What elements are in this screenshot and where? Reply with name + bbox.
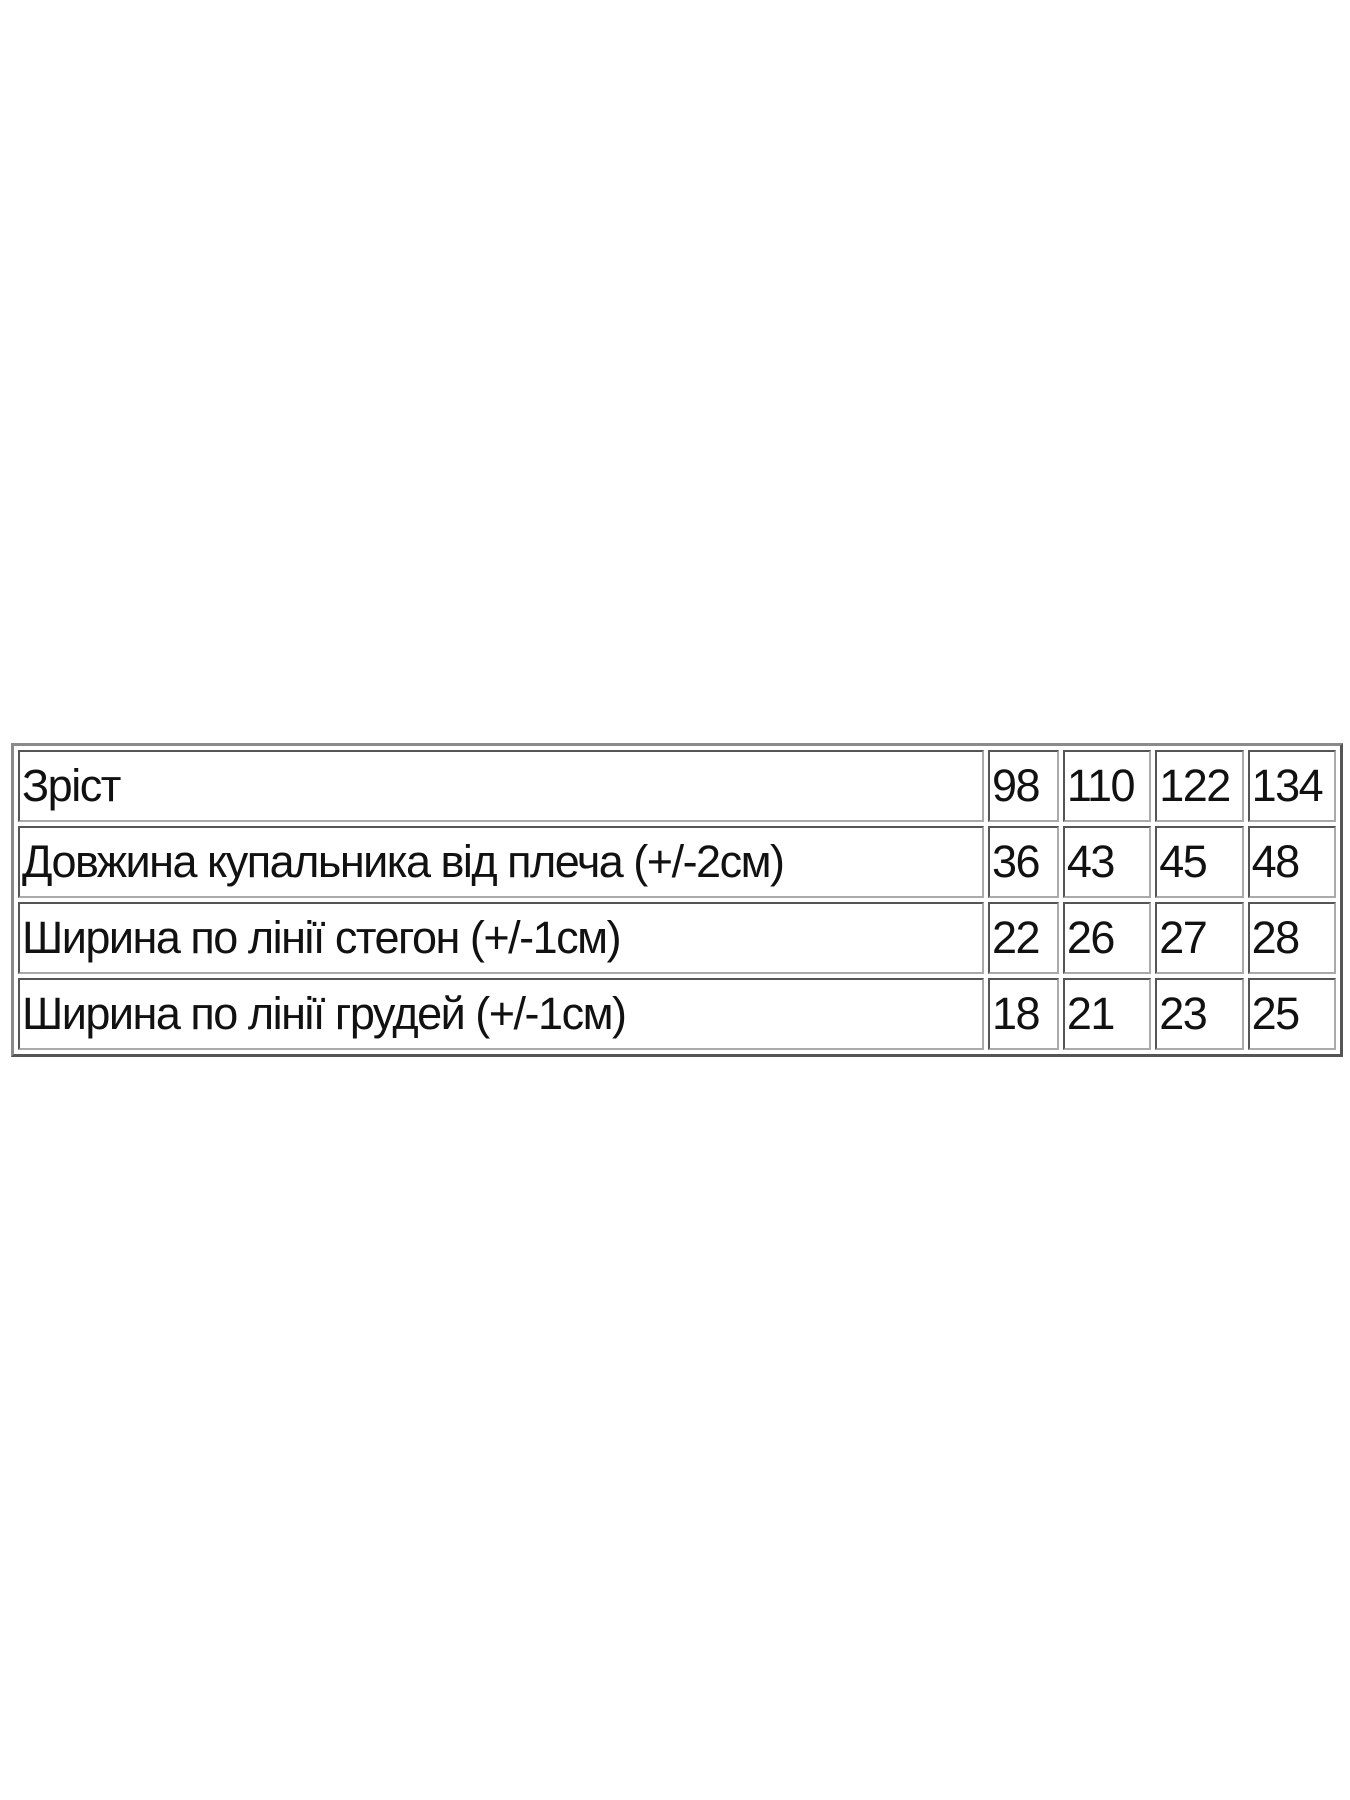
size-table: Зріст 98 110 122 134 Довжина купальника від п… [11, 743, 1343, 1057]
size-value-cell: 27 [1155, 902, 1244, 974]
table-row: Зріст 98 110 122 134 [18, 750, 1336, 822]
table-row: Ширина по лінії грудей (+/-1см) 18 21 23 25 [18, 978, 1336, 1050]
size-value-cell: 134 [1247, 750, 1336, 822]
size-value-cell: 21 [1062, 978, 1152, 1050]
size-value-cell: 43 [1062, 826, 1152, 898]
row-label: Ширина по лінії стегон (+/-1см) [18, 902, 984, 974]
size-value-cell: 45 [1155, 826, 1244, 898]
row-label: Ширина по лінії грудей (+/-1см) [18, 978, 984, 1050]
size-value-cell: 28 [1247, 902, 1336, 974]
size-value-cell: 110 [1062, 750, 1152, 822]
size-value-cell: 26 [1062, 902, 1152, 974]
size-value-cell: 18 [987, 978, 1059, 1050]
size-value-cell: 122 [1155, 750, 1244, 822]
size-value-cell: 25 [1247, 978, 1336, 1050]
row-label: Довжина купальника від плеча (+/-2см) [18, 826, 984, 898]
table-row: Довжина купальника від плеча (+/-2см) 36 4… [18, 826, 1336, 898]
size-value-cell: 98 [987, 750, 1059, 822]
size-value-cell: 36 [987, 826, 1059, 898]
size-value-cell: 48 [1247, 826, 1336, 898]
row-label: Зріст [18, 750, 984, 822]
size-value-cell: 23 [1155, 978, 1244, 1050]
size-value-cell: 22 [987, 902, 1059, 974]
table-row: Ширина по лінії стегон (+/-1см) 22 26 27 28 [18, 902, 1336, 974]
